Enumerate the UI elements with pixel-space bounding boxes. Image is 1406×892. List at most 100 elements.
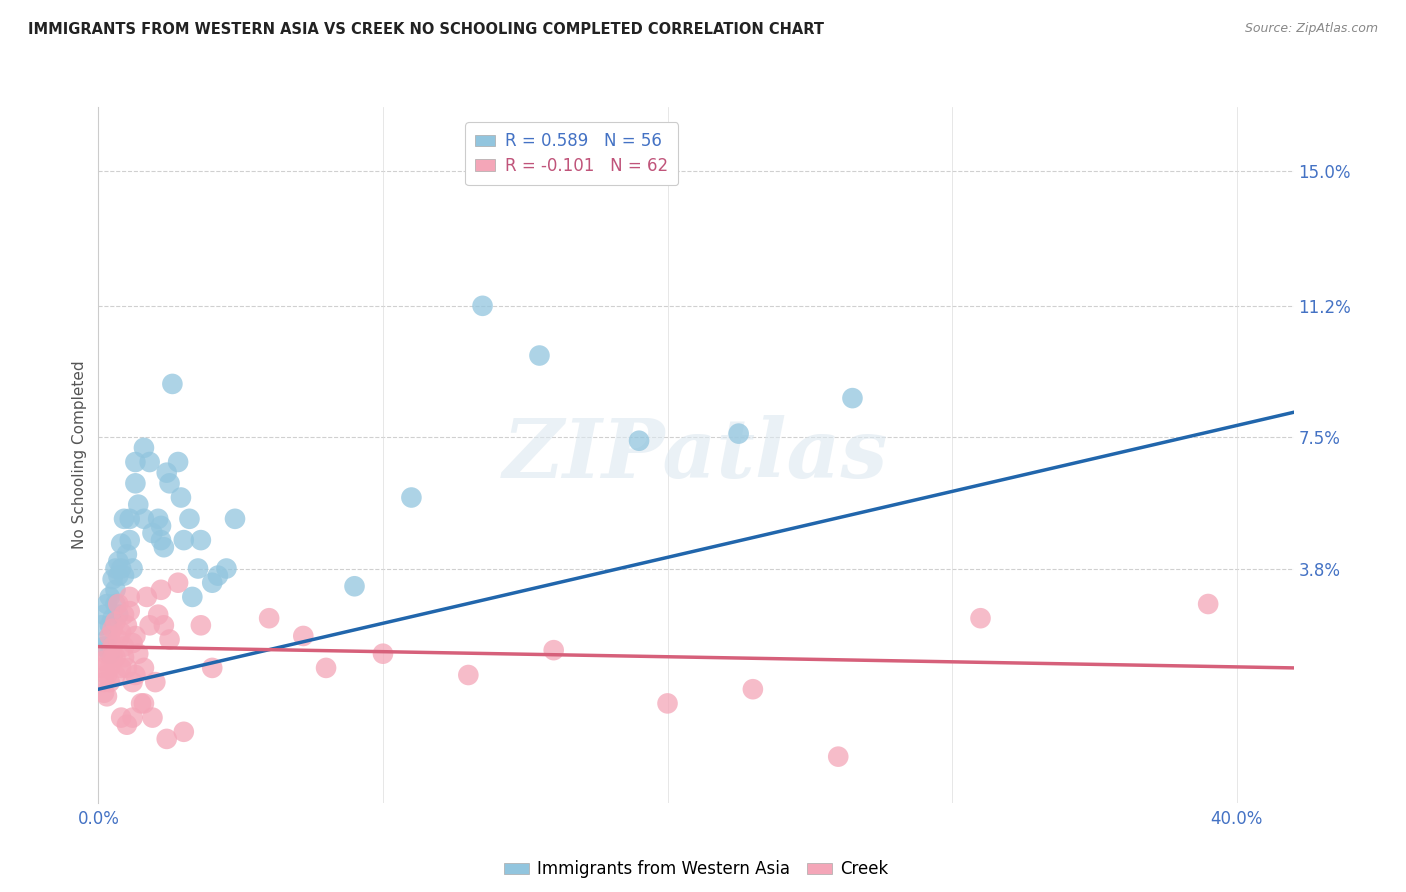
Point [841, 391, 863, 405]
Point [156, 466, 179, 480]
Point [132, 441, 155, 455]
Point [101, 572, 124, 586]
Point [93, 654, 115, 668]
Point [98, 661, 121, 675]
Point [112, 568, 135, 582]
Point [969, 611, 991, 625]
Point [93, 675, 115, 690]
Point [371, 647, 394, 661]
Point [201, 661, 224, 675]
Point [181, 590, 204, 604]
Point [118, 590, 141, 604]
Point [827, 749, 849, 764]
Point [112, 607, 135, 622]
Point [115, 661, 138, 675]
Point [201, 575, 224, 590]
Point [98, 590, 121, 604]
Point [124, 629, 146, 643]
Point [107, 597, 129, 611]
Point [132, 512, 155, 526]
Point [159, 632, 181, 647]
Point [104, 668, 127, 682]
Point [107, 554, 129, 568]
Point [150, 519, 173, 533]
Point [156, 731, 179, 746]
Point [141, 526, 163, 541]
Point [315, 661, 337, 675]
Point [101, 622, 124, 636]
Point [101, 611, 124, 625]
Point [110, 710, 132, 724]
Point [104, 582, 127, 597]
Point [121, 561, 143, 575]
Point [112, 640, 135, 654]
Point [110, 536, 132, 550]
Point [401, 491, 423, 505]
Point [98, 618, 121, 632]
Point [657, 697, 679, 711]
Point [153, 540, 176, 554]
Point [121, 636, 143, 650]
Point [104, 615, 127, 629]
Point [138, 618, 160, 632]
Point [187, 561, 209, 575]
Point [162, 376, 184, 391]
Point [101, 650, 124, 665]
Point [257, 611, 280, 625]
Point [148, 607, 170, 622]
Point [93, 607, 115, 622]
Point [118, 533, 141, 548]
Point [190, 533, 212, 548]
Point [150, 533, 173, 548]
Point [121, 675, 143, 690]
Point [207, 568, 229, 582]
Point [138, 455, 160, 469]
Point [112, 650, 135, 665]
Point [110, 561, 132, 575]
Point [129, 697, 152, 711]
Point [96, 632, 118, 647]
Point [628, 434, 651, 448]
Point [727, 426, 749, 441]
Point [112, 512, 135, 526]
Point [292, 629, 315, 643]
Point [93, 686, 115, 700]
Point [471, 299, 494, 313]
Point [90, 661, 112, 675]
Point [224, 512, 246, 526]
Point [543, 643, 565, 657]
Point [115, 547, 138, 561]
Point [167, 575, 190, 590]
Point [1197, 597, 1219, 611]
Point [173, 533, 195, 548]
Point [124, 668, 146, 682]
Point [118, 512, 141, 526]
Point [179, 512, 201, 526]
Point [96, 647, 118, 661]
Point [124, 476, 146, 491]
Point [141, 710, 163, 724]
Point [115, 717, 138, 731]
Point [121, 710, 143, 724]
Y-axis label: No Schooling Completed: No Schooling Completed [72, 360, 87, 549]
Legend: Immigrants from Western Asia, Creek: Immigrants from Western Asia, Creek [496, 854, 896, 885]
Point [135, 590, 157, 604]
Point [124, 455, 146, 469]
Point [127, 498, 149, 512]
Point [457, 668, 479, 682]
Point [104, 650, 127, 665]
Text: ZIPatlas: ZIPatlas [503, 415, 889, 495]
Point [170, 491, 193, 505]
Point [93, 640, 115, 654]
Point [132, 661, 155, 675]
Point [110, 661, 132, 675]
Point [96, 597, 118, 611]
Point [104, 597, 127, 611]
Point [98, 675, 121, 690]
Point [167, 455, 190, 469]
Point [107, 632, 129, 647]
Point [215, 561, 238, 575]
Point [153, 618, 176, 632]
Point [343, 579, 366, 593]
Point [127, 647, 149, 661]
